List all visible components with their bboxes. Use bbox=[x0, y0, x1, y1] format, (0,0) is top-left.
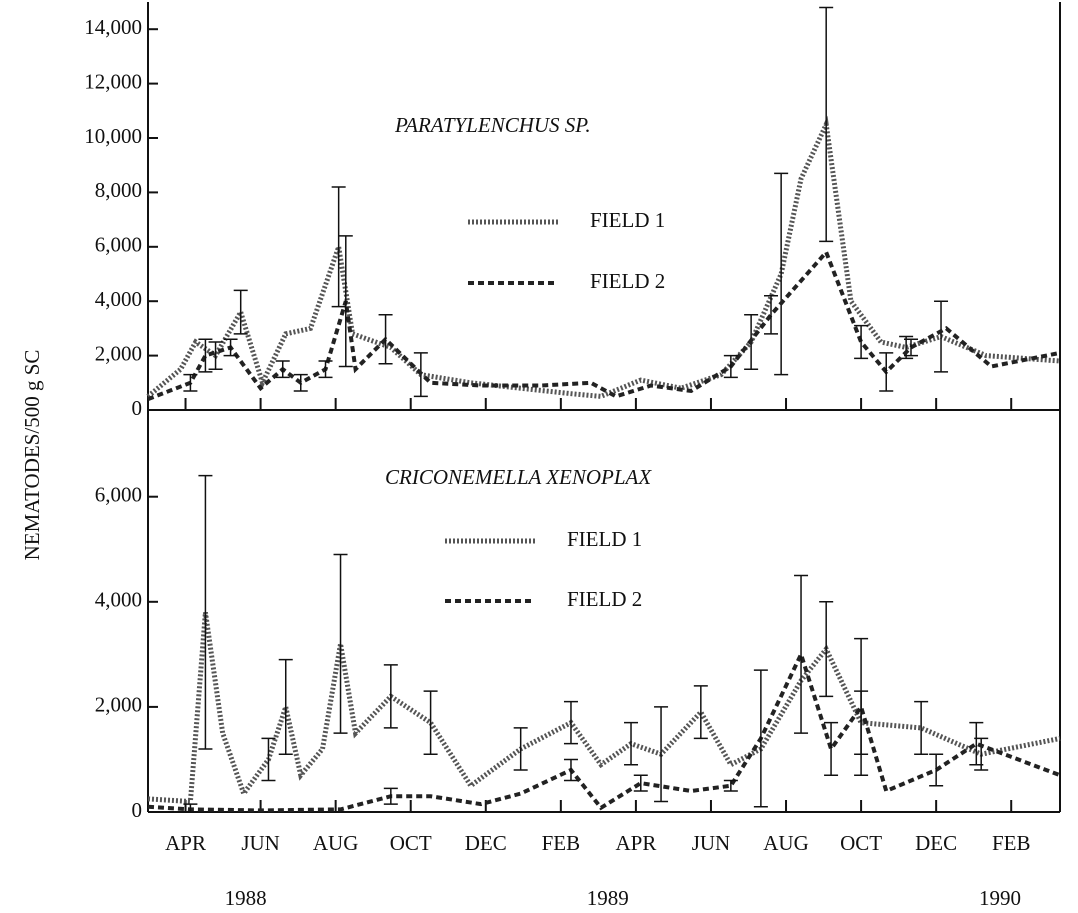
data-line bbox=[147, 248, 1061, 401]
data-line bbox=[146, 115, 1061, 399]
y-tick-label: 14,000 bbox=[84, 15, 142, 39]
y-tick-label: 0 bbox=[132, 798, 143, 822]
panel-title: PARATYLENCHUS SP. bbox=[394, 113, 591, 137]
error-bar bbox=[723, 354, 738, 379]
y-tick-label: 4,000 bbox=[95, 588, 142, 612]
x-tick-label: DEC bbox=[465, 831, 507, 855]
y-tick-label: 2,000 bbox=[95, 693, 142, 717]
x-tick-label: APR bbox=[615, 831, 656, 855]
y-tick-label: 6,000 bbox=[95, 483, 142, 507]
y-tick-label: 2,000 bbox=[95, 341, 142, 365]
error-bar bbox=[723, 779, 738, 792]
year-label: 1990 bbox=[979, 886, 1021, 910]
x-tick-label: OCT bbox=[840, 831, 882, 855]
error-bar bbox=[753, 669, 768, 808]
year-label: 1989 bbox=[587, 886, 629, 910]
error-bar bbox=[764, 295, 779, 335]
error-bar bbox=[513, 727, 528, 771]
error-bar bbox=[794, 574, 809, 734]
error-bar bbox=[223, 338, 238, 357]
error-bar bbox=[563, 700, 578, 745]
x-tick-label: AUG bbox=[763, 831, 809, 855]
error-bar bbox=[293, 373, 308, 392]
y-tick-label: 4,000 bbox=[95, 287, 142, 311]
error-bar bbox=[879, 352, 894, 392]
x-tick-label: DEC bbox=[915, 831, 957, 855]
data-line bbox=[147, 611, 1061, 805]
error-bar bbox=[233, 289, 248, 335]
error-bar bbox=[198, 338, 213, 373]
error-bar bbox=[338, 235, 353, 368]
error-bar bbox=[624, 721, 639, 766]
x-tick-label: FEB bbox=[992, 831, 1031, 855]
x-tick-label: JUN bbox=[241, 831, 280, 855]
error-bar bbox=[654, 706, 669, 803]
error-bar bbox=[331, 186, 346, 308]
panel-title: CRICONEMELLA XENOPLAX bbox=[385, 465, 652, 489]
data-line bbox=[147, 648, 1061, 813]
legend-label: FIELD 1 bbox=[590, 208, 665, 232]
error-bar bbox=[824, 721, 839, 776]
error-bar bbox=[969, 721, 984, 766]
year-label: 1988 bbox=[225, 886, 267, 910]
error-bar bbox=[904, 338, 919, 357]
error-bar bbox=[378, 314, 393, 365]
legend-label: FIELD 1 bbox=[567, 527, 642, 551]
error-bar bbox=[854, 637, 869, 776]
error-bar bbox=[774, 172, 789, 376]
y-tick-label: 0 bbox=[132, 396, 143, 420]
y-axis-label: NEMATODES/500 g SC bbox=[20, 350, 44, 561]
error-bar bbox=[383, 787, 398, 805]
x-tick-label: OCT bbox=[390, 831, 432, 855]
error-bar bbox=[914, 700, 929, 755]
legend-label: FIELD 2 bbox=[590, 269, 665, 293]
error-bar bbox=[934, 300, 949, 373]
y-tick-label: 8,000 bbox=[95, 178, 142, 202]
error-bar bbox=[208, 341, 223, 370]
error-bar bbox=[198, 474, 213, 750]
error-bar bbox=[318, 360, 333, 379]
error-bar bbox=[261, 737, 276, 782]
error-bar bbox=[183, 803, 198, 813]
x-tick-label: JUN bbox=[692, 831, 731, 855]
error-bar bbox=[383, 664, 398, 729]
legend-label: FIELD 2 bbox=[567, 587, 642, 611]
error-bar bbox=[183, 373, 198, 392]
error-bar bbox=[423, 690, 438, 755]
y-tick-label: 6,000 bbox=[95, 233, 142, 257]
error-bar bbox=[929, 753, 944, 787]
error-bar bbox=[633, 774, 648, 792]
error-bar bbox=[275, 360, 290, 379]
error-bar bbox=[693, 685, 708, 740]
error-bar bbox=[333, 553, 348, 734]
error-bar bbox=[819, 6, 834, 243]
y-tick-label: 10,000 bbox=[84, 124, 142, 148]
error-bar bbox=[854, 324, 869, 360]
y-tick-label: 12,000 bbox=[84, 69, 142, 93]
x-tick-label: APR bbox=[165, 831, 206, 855]
x-tick-label: FEB bbox=[542, 831, 581, 855]
error-bar bbox=[819, 601, 834, 698]
x-tick-label: AUG bbox=[313, 831, 359, 855]
error-bar bbox=[563, 758, 578, 782]
error-bar bbox=[278, 658, 293, 755]
